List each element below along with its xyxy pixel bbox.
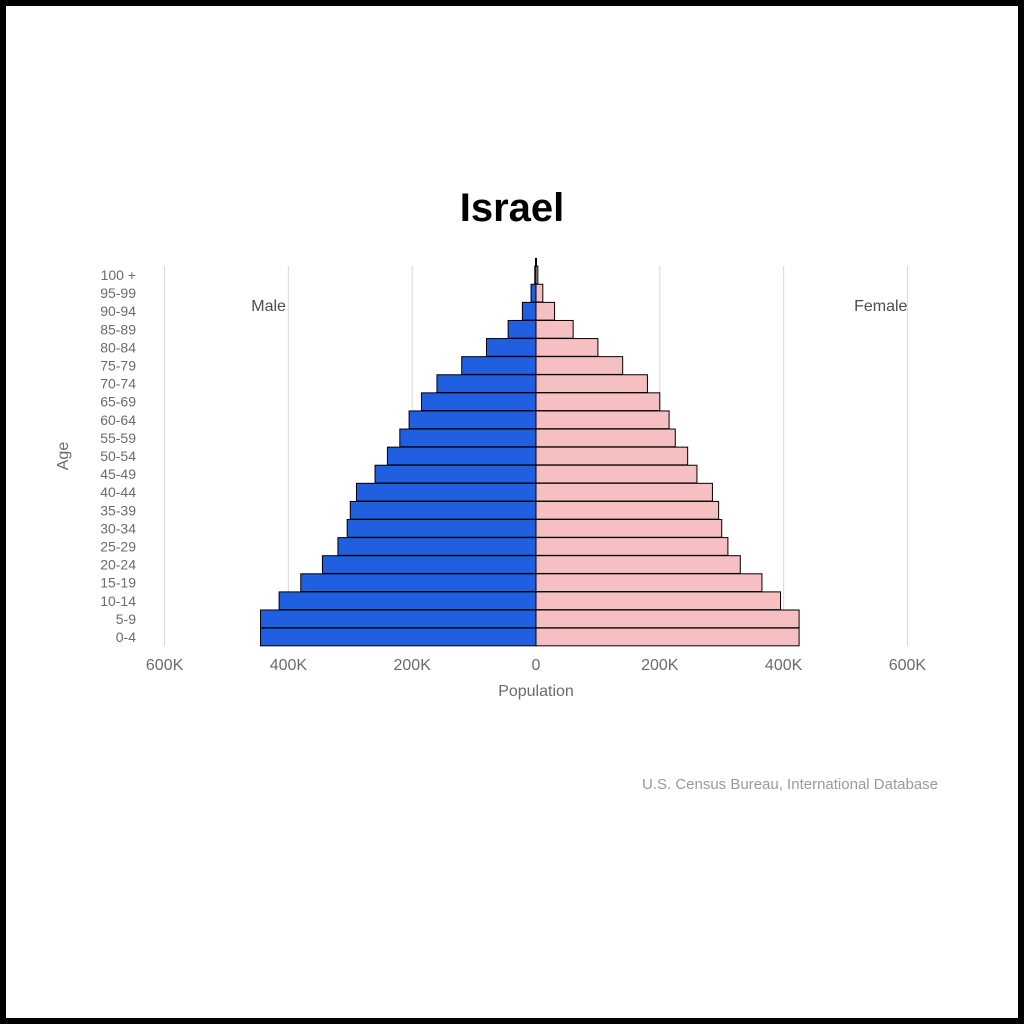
age-tick-label: 50-54 — [100, 448, 136, 464]
female-bar — [536, 538, 728, 556]
male-bar — [261, 628, 536, 646]
chart-title: Israel — [6, 186, 1018, 231]
male-bar — [375, 465, 536, 483]
age-tick-label: 25-29 — [100, 538, 136, 554]
male-series-label: Male — [251, 298, 286, 315]
age-tick-label: 40-44 — [100, 484, 136, 500]
age-tick-label: 75-79 — [100, 358, 136, 374]
x-axis-label: Population — [498, 683, 574, 700]
x-tick-label: 200K — [394, 657, 432, 674]
age-tick-label: 35-39 — [100, 502, 136, 518]
male-bar — [356, 483, 536, 501]
female-bar — [536, 556, 740, 574]
chart-frame: Israel 0-45-910-1415-1920-2425-2930-3435… — [0, 0, 1024, 1024]
male-bar — [347, 520, 536, 538]
x-tick-label: 200K — [641, 657, 679, 674]
age-tick-label: 90-94 — [100, 303, 136, 319]
male-bar — [437, 375, 536, 393]
female-bar — [536, 574, 762, 592]
age-tick-label: 15-19 — [100, 575, 136, 591]
male-bar — [400, 429, 536, 447]
female-bar — [536, 302, 555, 320]
male-bar — [508, 320, 536, 338]
age-tick-label: 0-4 — [116, 629, 136, 645]
age-tick-label: 55-59 — [100, 430, 136, 446]
female-bar — [536, 501, 719, 519]
female-bar — [536, 483, 712, 501]
male-bar — [531, 284, 536, 302]
male-bar — [261, 610, 536, 628]
age-tick-label: 95-99 — [100, 285, 136, 301]
age-tick-label: 5-9 — [116, 611, 136, 627]
male-bar — [338, 538, 536, 556]
male-bar — [301, 574, 536, 592]
age-tick-label: 100 + — [101, 267, 136, 283]
x-tick-label: 600K — [146, 657, 184, 674]
male-bar — [279, 592, 536, 610]
age-tick-label: 30-34 — [100, 520, 136, 536]
age-tick-label: 45-49 — [100, 466, 136, 482]
age-tick-label: 80-84 — [100, 339, 136, 355]
pyramid-plot: 0-45-910-1415-1920-2425-2930-3435-3940-4… — [146, 266, 926, 686]
age-tick-label: 10-14 — [100, 593, 136, 609]
female-bar — [536, 284, 543, 302]
female-bar — [536, 339, 598, 357]
pyramid-svg: 0-45-910-1415-1920-2425-2930-3435-3940-4… — [146, 266, 926, 686]
female-bar — [536, 610, 799, 628]
age-tick-label: 85-89 — [100, 321, 136, 337]
female-bar — [536, 465, 697, 483]
age-tick-label: 60-64 — [100, 412, 136, 428]
male-bar — [350, 501, 536, 519]
female-bar — [536, 266, 538, 284]
male-bar — [522, 302, 536, 320]
female-bar — [536, 520, 722, 538]
age-tick-label: 65-69 — [100, 394, 136, 410]
x-tick-label: 400K — [765, 657, 803, 674]
male-bar — [322, 556, 536, 574]
y-axis-label: Age — [55, 442, 72, 471]
female-series-label: Female — [854, 298, 907, 315]
source-attribution: U.S. Census Bureau, International Databa… — [642, 776, 938, 793]
female-bar — [536, 375, 647, 393]
male-bar — [387, 447, 536, 465]
x-tick-label: 400K — [270, 657, 308, 674]
female-bar — [536, 447, 688, 465]
male-bar — [486, 339, 536, 357]
female-bar — [536, 393, 660, 411]
female-bar — [536, 592, 781, 610]
age-tick-label: 70-74 — [100, 376, 136, 392]
age-tick-label: 20-24 — [100, 557, 136, 573]
female-bar — [536, 320, 573, 338]
female-bar — [536, 429, 675, 447]
female-bar — [536, 628, 799, 646]
male-bar — [421, 393, 536, 411]
x-tick-label: 600K — [889, 657, 927, 674]
male-bar — [409, 411, 536, 429]
female-bar — [536, 411, 669, 429]
female-bar — [536, 357, 623, 375]
x-tick-label: 0 — [532, 657, 541, 674]
male-bar — [462, 357, 536, 375]
